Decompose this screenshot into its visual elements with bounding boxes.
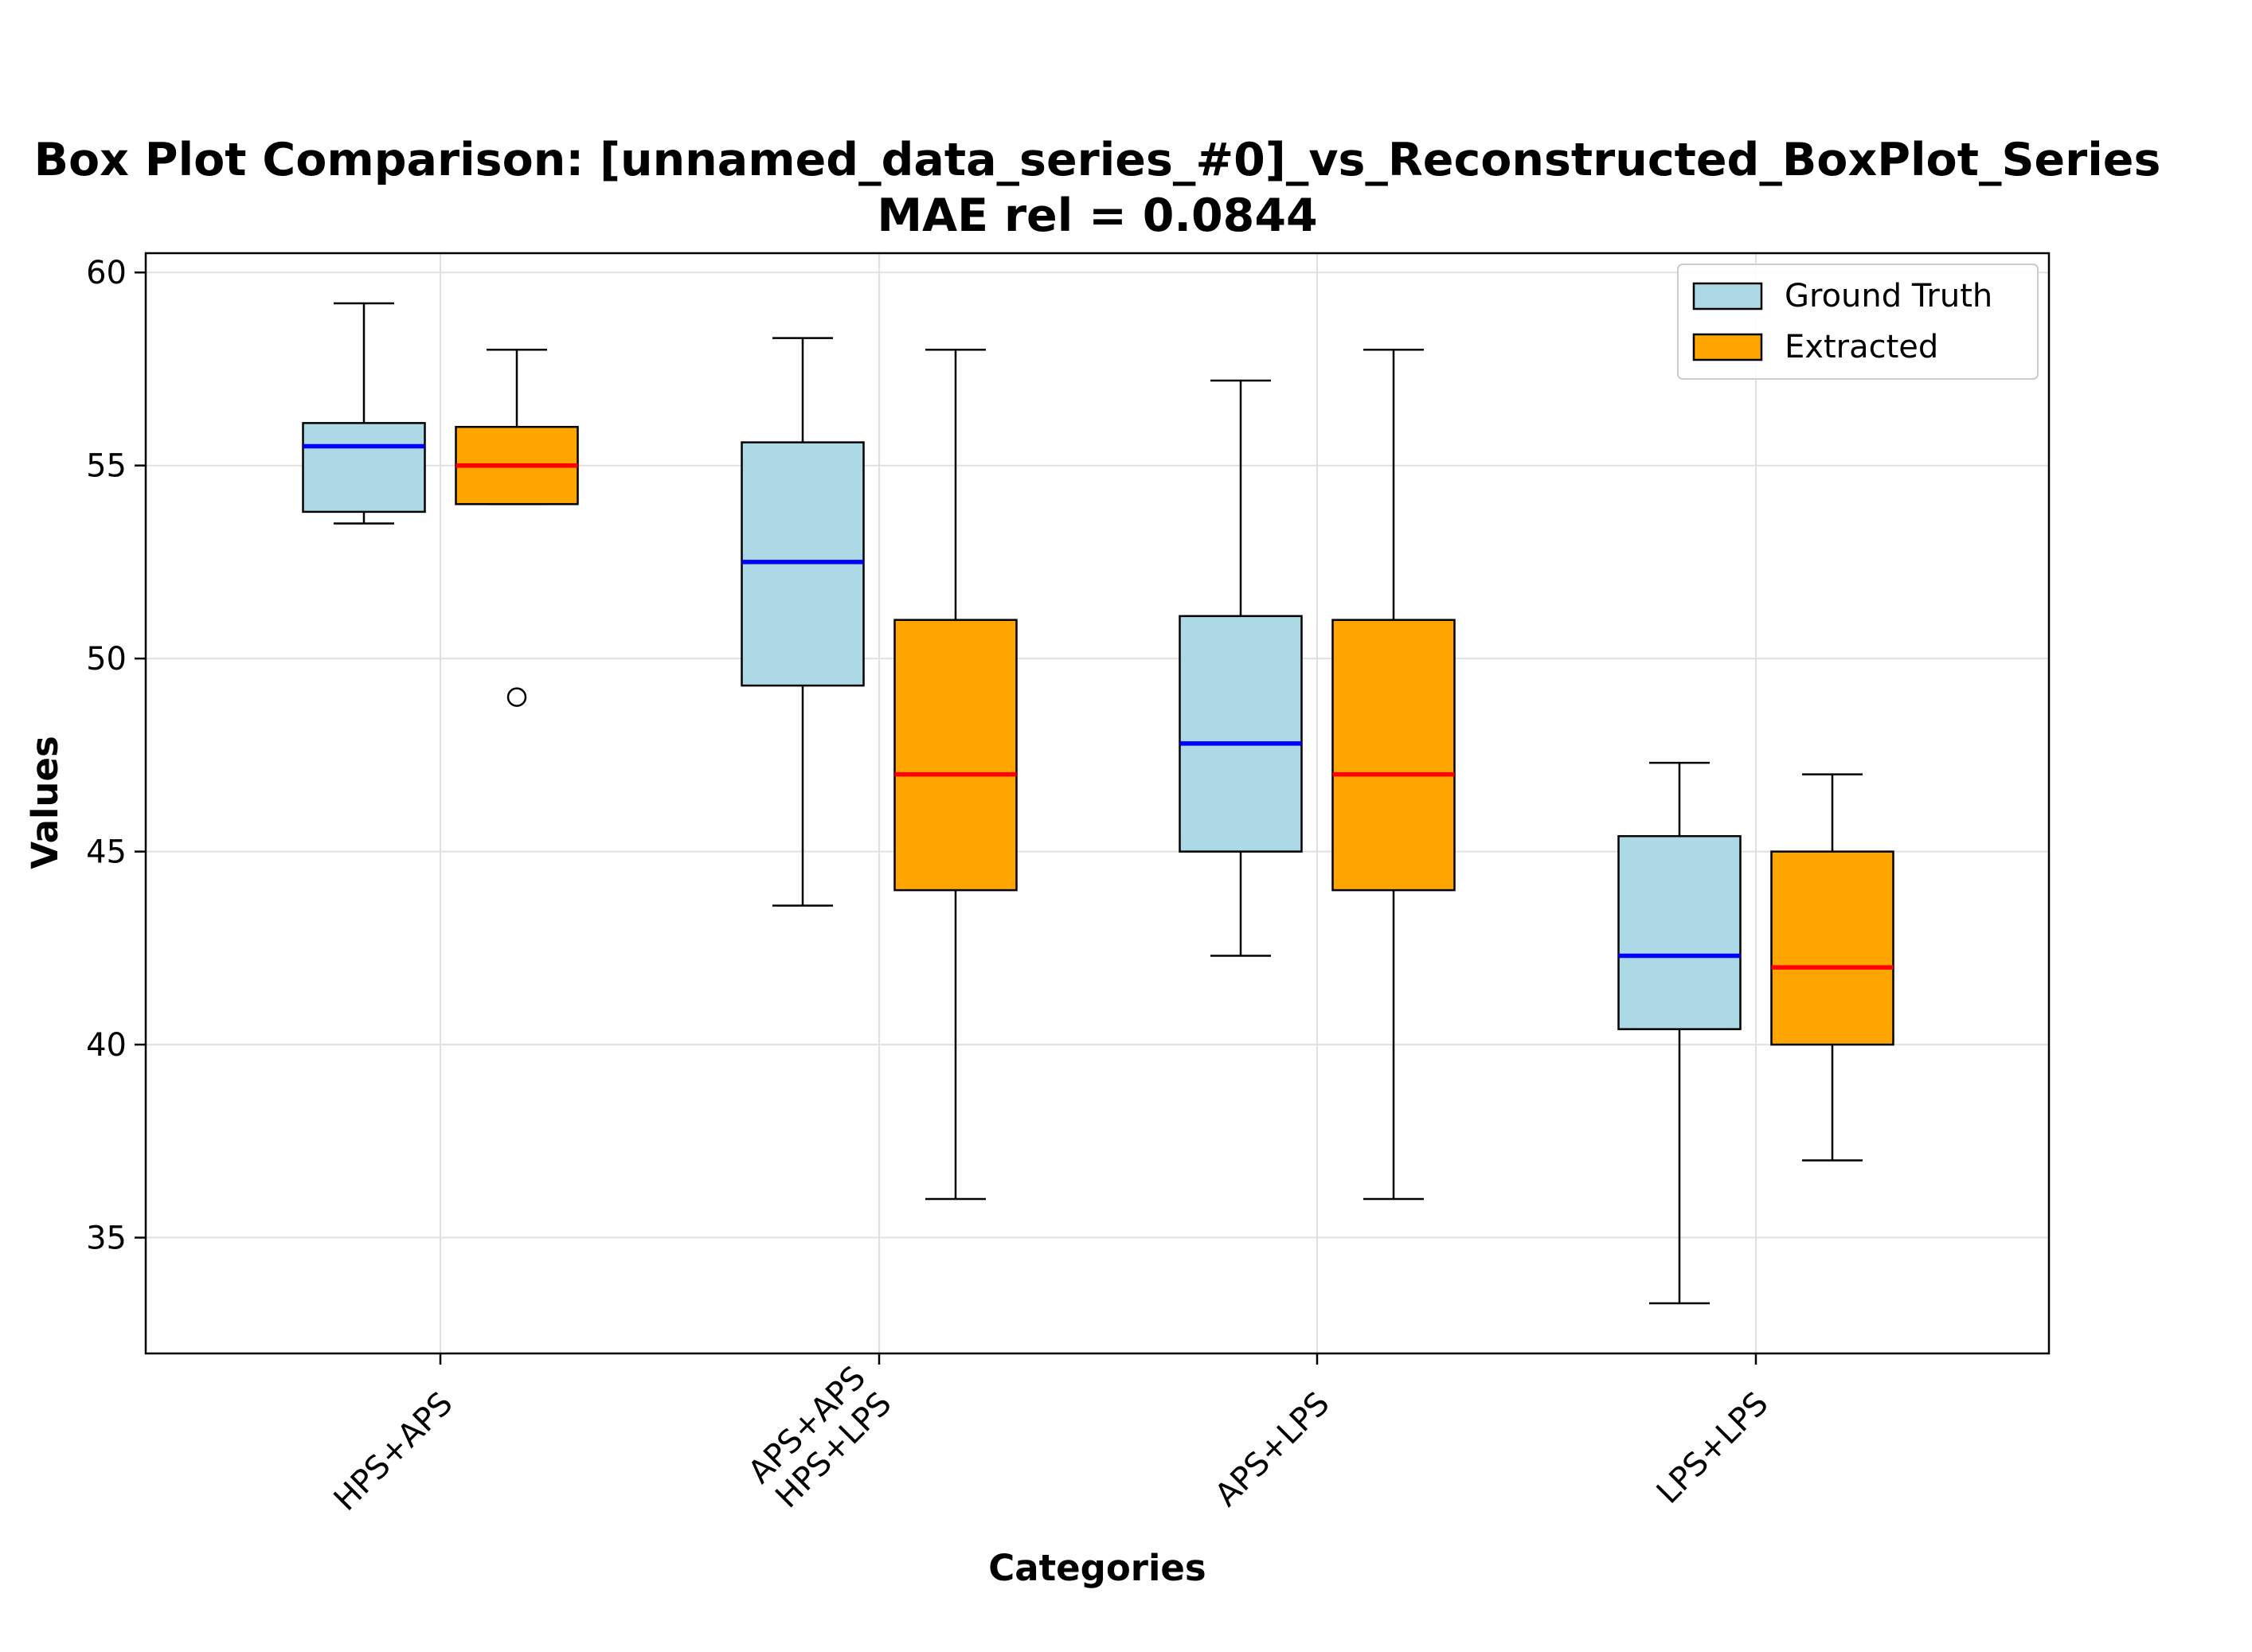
ground-truth-box-2 (1179, 379, 1303, 957)
iqr-box (302, 422, 426, 514)
iqr-box (1179, 615, 1303, 853)
plot-area (302, 302, 1894, 1305)
legend-box (1677, 264, 2039, 380)
y-tick-label: 40 (86, 1027, 127, 1064)
chart-title-line1: Box Plot Comparison: [unnamed_data_serie… (34, 134, 2161, 186)
iqr-box (1617, 834, 1742, 1030)
plot-frame (144, 252, 2051, 1355)
legend-swatch (1692, 333, 1763, 361)
x-axis-title: Categories (988, 1547, 1206, 1589)
legend-label: Ground Truth (1785, 278, 1992, 314)
extracted-box-0 (455, 348, 579, 707)
extracted-box-3 (1770, 773, 1894, 1162)
ground-truth-box-1 (741, 337, 865, 907)
outlier-point (506, 687, 527, 707)
ground-truth-box-3 (1617, 761, 1742, 1305)
chart-title-line2: MAE rel = 0.0844 (877, 189, 1317, 242)
y-axis-title: Values (24, 736, 66, 869)
extracted-box-2 (1331, 348, 1456, 1201)
extracted-box-1 (893, 348, 1018, 1201)
iqr-box (1770, 850, 1894, 1046)
ground-truth-box-0 (302, 302, 426, 525)
y-tick-label: 60 (86, 255, 127, 291)
legend-swatch (1692, 282, 1763, 310)
iqr-box (1331, 619, 1456, 892)
y-tick-label: 35 (86, 1220, 127, 1257)
y-tick-label: 55 (86, 448, 127, 485)
y-tick-label: 45 (86, 834, 127, 871)
y-tick-label: 50 (86, 641, 127, 678)
legend: Ground Truth Extracted (1677, 264, 2039, 380)
legend-label: Extracted (1785, 329, 1938, 365)
iqr-box (893, 619, 1018, 892)
